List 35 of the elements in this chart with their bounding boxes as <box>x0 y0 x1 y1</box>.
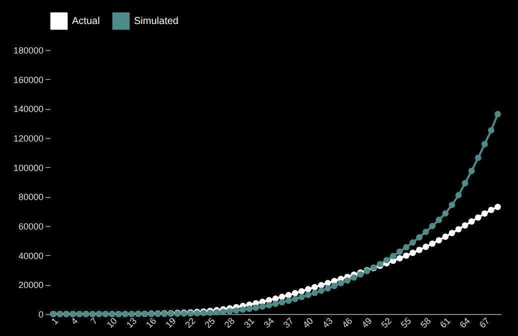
x-tick-label: 67 <box>477 316 492 330</box>
x-tick-label: 25 <box>202 316 217 330</box>
x-tick-label: 55 <box>398 316 414 330</box>
x-tick-label: 4 <box>69 316 80 326</box>
x-tick-label: 43 <box>320 316 335 330</box>
y-tick-label: 160000 <box>13 74 44 85</box>
x-tick-label: 1 <box>50 316 60 326</box>
y-tick-label: 80000 <box>18 192 44 202</box>
y-tick-label: 140000 <box>13 104 44 114</box>
x-tick-label: 7 <box>88 316 100 326</box>
x-tick-label: 28 <box>222 316 237 330</box>
x-tick-label: 52 <box>379 316 394 330</box>
y-tick-label: 60000 <box>18 222 44 232</box>
x-tick-label: 61 <box>438 316 452 330</box>
legend-label: Simulated <box>134 16 178 28</box>
y-tick-label: 0 <box>38 310 44 320</box>
x-tick-label: 16 <box>144 316 158 330</box>
x-tick-label: 31 <box>242 316 256 330</box>
x-tick-label: 40 <box>300 316 316 330</box>
y-tick-label: 40000 <box>18 250 44 261</box>
legend-label: Actual <box>72 16 100 28</box>
y-tick-label: 100000 <box>13 162 44 173</box>
x-tick-label: 49 <box>360 316 374 330</box>
x-tick-label: 37 <box>281 316 296 330</box>
y-tick-label: 120000 <box>13 134 44 144</box>
x-tick-label: 34 <box>262 316 276 330</box>
x-tick-label: 19 <box>164 316 178 330</box>
y-tick-label: 20000 <box>18 280 44 290</box>
x-tick-label: 64 <box>458 316 472 330</box>
x-tick-label: 22 <box>183 316 198 330</box>
x-tick-label: 13 <box>124 316 139 330</box>
y-tick-label: 180000 <box>13 46 44 56</box>
x-tick-label: 58 <box>418 316 433 330</box>
x-tick-label: 46 <box>340 316 354 330</box>
x-tick-label: 10 <box>104 316 119 330</box>
